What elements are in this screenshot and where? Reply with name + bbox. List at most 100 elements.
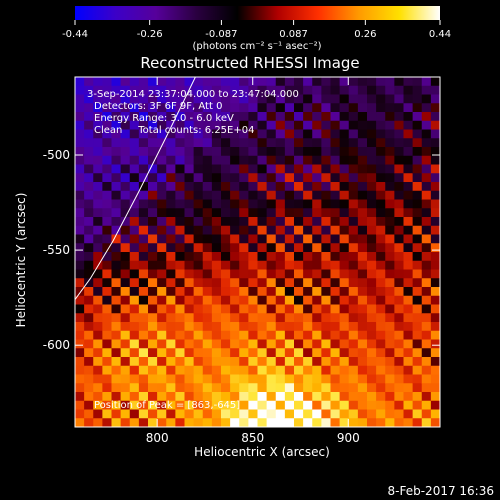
heatmap-cell (157, 243, 167, 253)
heatmap-cell (275, 409, 286, 419)
heatmap-cell (367, 129, 377, 139)
heatmap-cell (148, 357, 158, 367)
heatmap-cell (75, 322, 85, 332)
heatmap-cell (248, 94, 259, 104)
heatmap-cell (367, 295, 377, 306)
heatmap-cell (376, 173, 386, 183)
heatmap-cell (102, 112, 113, 122)
heatmap-cell (93, 77, 103, 87)
heatmap-cell (412, 94, 423, 104)
heatmap-cell (257, 77, 268, 87)
heatmap-cell (184, 173, 195, 183)
heatmap-cell (211, 94, 222, 104)
heatmap-cell (129, 339, 140, 349)
heatmap-cell (339, 208, 350, 218)
heatmap-cell (184, 374, 195, 384)
heatmap-cell (330, 112, 341, 122)
heatmap-cell (403, 287, 414, 297)
heatmap-cell (412, 77, 423, 87)
heatmap-cell (275, 252, 286, 262)
heatmap-cell (367, 234, 377, 244)
heatmap-cell (321, 164, 332, 174)
colorbar-tick-label: 0.087 (279, 29, 308, 40)
heatmap-cell (348, 208, 359, 218)
heatmap-cell (348, 392, 359, 402)
heatmap-cell (175, 94, 186, 104)
heatmap-cell (239, 155, 249, 166)
heatmap-cell (421, 164, 432, 174)
heatmap-cell (376, 313, 386, 323)
heatmap-cell (303, 225, 313, 236)
heatmap-cell (239, 138, 249, 148)
heatmap-cell (348, 217, 359, 227)
heatmap-cell (321, 243, 332, 253)
heatmap-cell (284, 383, 295, 393)
heatmap-cell (312, 77, 322, 87)
heatmap-cell (175, 330, 186, 341)
heatmap-cell (93, 295, 103, 306)
heatmap-cell (303, 400, 313, 411)
heatmap-cell (367, 322, 377, 332)
heatmap-cell (421, 252, 432, 262)
heatmap-cell (93, 278, 103, 288)
heatmap-cell (102, 322, 113, 332)
heatmap-cell (367, 418, 377, 427)
heatmap-cell (202, 138, 213, 148)
heatmap-cell (412, 112, 423, 122)
heatmap-cell (111, 112, 122, 122)
heatmap-cell (184, 348, 195, 358)
heatmap-cell (257, 243, 268, 253)
heatmap-cell (430, 190, 440, 201)
heatmap-cell (257, 94, 268, 104)
heatmap-cell (202, 418, 213, 427)
heatmap-cell (303, 330, 313, 341)
heatmap-cell (412, 155, 423, 166)
heatmap-cell (84, 374, 94, 384)
heatmap-cell (339, 190, 350, 201)
heatmap-cell (230, 129, 240, 139)
heatmap-cell (385, 129, 395, 139)
heatmap-cell (221, 383, 231, 393)
heatmap-cell (166, 155, 176, 166)
heatmap-cell (412, 103, 423, 113)
heatmap-cell (184, 94, 195, 104)
heatmap-cell (129, 85, 140, 96)
heatmap-cell (284, 234, 295, 244)
heatmap-cell (75, 164, 85, 174)
heatmap-cell (120, 77, 131, 87)
heatmap-cell (129, 155, 140, 166)
heatmap-cell (211, 217, 222, 227)
heatmap-cell (111, 374, 122, 384)
annotation-time-range: 3-Sep-2014 23:37:04.000 to 23:47:04.000 (87, 89, 299, 100)
heatmap-cell (193, 85, 204, 96)
heatmap-cell (202, 243, 213, 253)
heatmap-cell (75, 260, 85, 271)
heatmap-cell (330, 295, 341, 306)
heatmap-cell (239, 269, 249, 279)
heatmap-cell (294, 322, 304, 332)
heatmap-cell (102, 278, 113, 288)
heatmap-cell (211, 112, 222, 122)
heatmap-cell (275, 269, 286, 279)
heatmap-cell (138, 129, 149, 139)
heatmap-cell (202, 304, 213, 314)
heatmap-cell (211, 164, 222, 174)
heatmap-cell (266, 217, 277, 227)
heatmap-cell (403, 400, 414, 411)
heatmap-cell (275, 199, 286, 209)
heatmap-cell (312, 199, 322, 209)
heatmap-cell (257, 418, 268, 427)
heatmap-cell (166, 357, 176, 367)
heatmap-cell (230, 77, 240, 87)
heatmap-cell (120, 190, 131, 201)
heatmap-cell (166, 225, 176, 236)
heatmap-cell (412, 383, 423, 393)
heatmap-cell (138, 164, 149, 174)
heatmap-cell (157, 322, 167, 332)
heatmap-cell (157, 103, 167, 113)
heatmap-cell (330, 269, 341, 279)
heatmap-cell (430, 252, 440, 262)
heatmap-cell (303, 278, 313, 288)
heatmap-cell (266, 252, 277, 262)
heatmap-cell (412, 243, 423, 253)
